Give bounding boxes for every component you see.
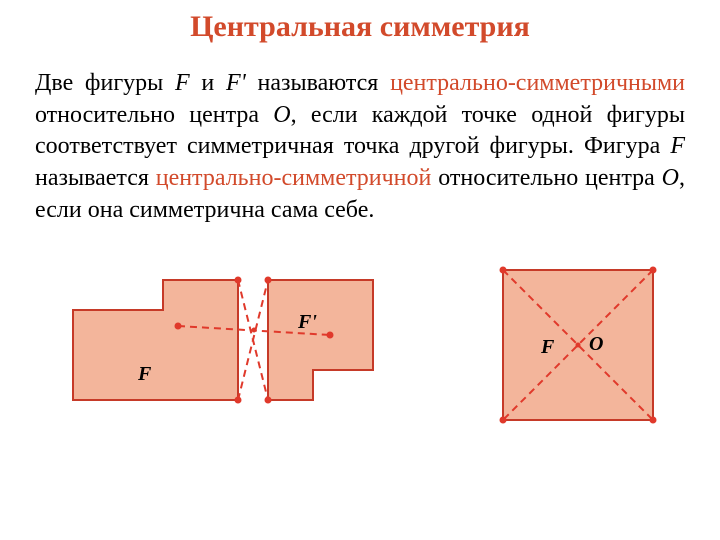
figures-row: FF' FO	[35, 250, 685, 440]
sym-O2: O	[662, 165, 679, 191]
sym-F2: F	[670, 133, 685, 159]
t: называется	[35, 165, 156, 191]
t: Две фигуры	[35, 70, 175, 96]
page-title: Центральная симметрия	[35, 10, 685, 44]
definition-paragraph: Две фигуры F и F' называются центрально-…	[35, 68, 685, 226]
figure-square: FO	[473, 250, 673, 440]
t: и	[190, 70, 226, 96]
term-1: центрально-симметричными	[390, 70, 685, 96]
svg-text:F: F	[137, 363, 152, 385]
t: относительно центра	[35, 102, 273, 128]
svg-text:F': F'	[297, 311, 317, 333]
t: называются	[246, 70, 390, 96]
term-2: центрально-симметричной	[156, 165, 432, 191]
svg-text:O: O	[589, 333, 603, 355]
sym-Fprime: F'	[226, 70, 246, 96]
svg-text:F: F	[540, 336, 555, 358]
figure-two-shapes: F F'	[43, 250, 403, 440]
sym-O: O	[273, 102, 290, 128]
sym-F: F	[175, 70, 190, 96]
t: относительно центра	[431, 165, 661, 191]
